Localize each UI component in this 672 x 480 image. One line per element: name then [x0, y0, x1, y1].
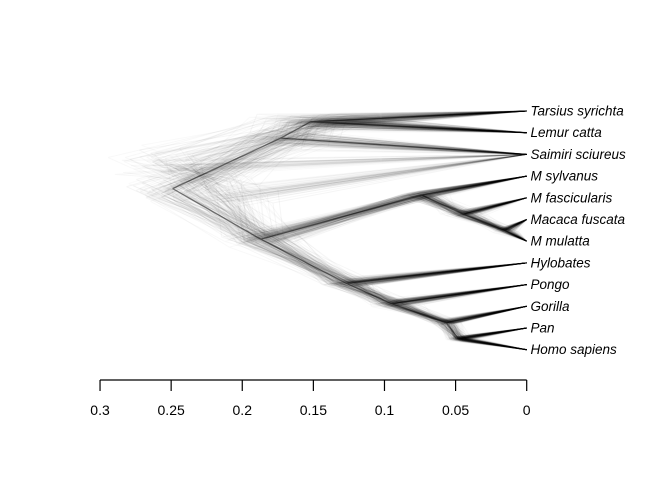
- tip-label-pongo: Pongo: [531, 277, 571, 292]
- tip-label-m-mulatta: M mulatta: [531, 234, 591, 249]
- consensus-tree-path: [172, 110, 527, 351]
- tip-label-lemur-catta: Lemur catta: [531, 125, 603, 140]
- tip-label-pan: Pan: [531, 321, 555, 336]
- axis-tick-label: 0.3: [90, 402, 110, 418]
- tip-labels: Tarsius syrichta Lemur catta Saimiri sciur…: [531, 104, 627, 358]
- tip-label-m-fascicularis: M fascicularis: [531, 190, 613, 205]
- axis-tick-label: 0.2: [233, 402, 253, 418]
- axis-tick-label: 0: [523, 402, 531, 418]
- axis-tick-label: 0.15: [300, 402, 327, 418]
- axis-tick-label: 0.1: [375, 402, 395, 418]
- axis-tick-label: 0.05: [442, 402, 469, 418]
- axis-tick-label: 0.25: [158, 402, 185, 418]
- tip-label-hylobates: Hylobates: [531, 255, 591, 270]
- tip-label-macaca-fuscata: Macaca fuscata: [531, 212, 626, 227]
- tip-label-saimiri-sciureus: Saimiri sciureus: [531, 147, 627, 162]
- tree-cloud: [108, 111, 527, 350]
- time-axis: 0.3 0.25 0.2 0.15 0.1 0.05 0: [90, 379, 531, 418]
- tip-label-m-sylvanus: M sylvanus: [531, 169, 599, 184]
- consensus-tree: [172, 110, 527, 351]
- tip-label-tarsius-syrichta: Tarsius syrichta: [531, 104, 625, 119]
- tip-label-homo-sapiens: Homo sapiens: [531, 342, 618, 357]
- tip-label-gorilla: Gorilla: [531, 299, 571, 314]
